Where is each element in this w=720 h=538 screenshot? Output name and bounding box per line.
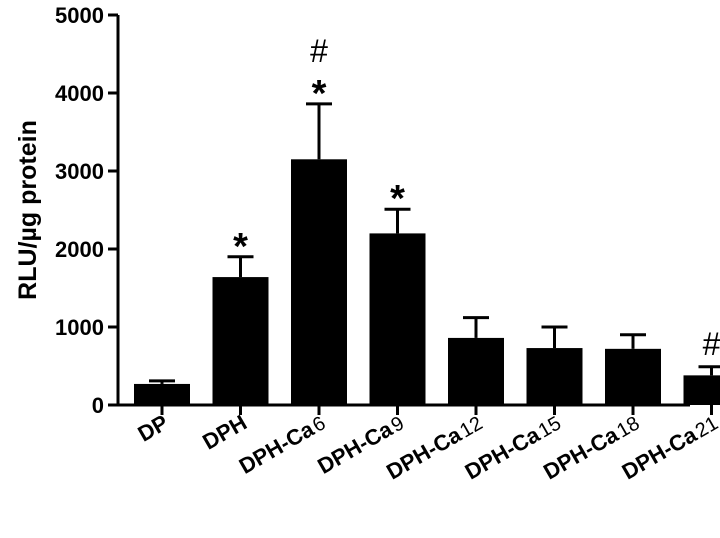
y-tick-label: 0: [92, 393, 104, 418]
y-tick-label: 1000: [55, 315, 104, 340]
bar: [605, 348, 661, 405]
bar: [291, 159, 347, 405]
bars-layer: [134, 102, 720, 405]
x-tick-label: DPH: [198, 410, 251, 455]
significance-hash: #: [703, 326, 720, 362]
bar: [683, 375, 720, 405]
x-tick-label-main: DPH: [198, 410, 251, 455]
x-tick-label: DP: [134, 410, 173, 447]
significance-star: *: [233, 226, 248, 268]
axes-layer: [108, 13, 713, 415]
significance-hash: #: [310, 33, 328, 69]
bar: [134, 383, 190, 405]
x-tick-label-main: DP: [134, 410, 173, 447]
y-axis-label: RLU/µg protein: [14, 120, 42, 300]
y-tick-label: 4000: [55, 81, 104, 106]
x-tick-label: DPH-Ca6: [235, 410, 330, 479]
bar: [448, 337, 504, 405]
y-tick-label: 3000: [55, 159, 104, 184]
y-tick-label: 2000: [55, 237, 104, 262]
bar: [369, 233, 426, 405]
significance-star: *: [312, 73, 327, 115]
significance-star: *: [390, 178, 405, 220]
y-tick-label: 5000: [55, 3, 104, 28]
bar: [212, 277, 269, 405]
bar: [526, 348, 583, 405]
